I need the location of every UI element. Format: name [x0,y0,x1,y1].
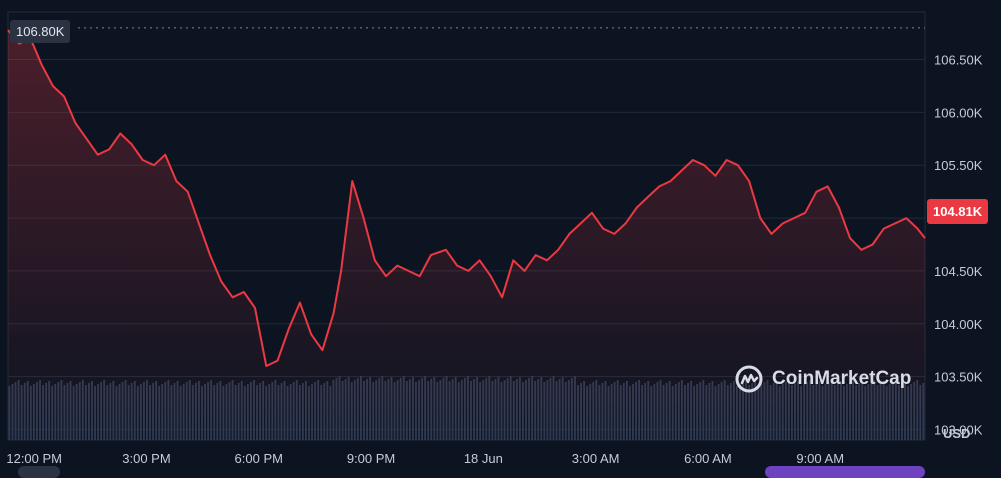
price-area-fill [8,30,925,440]
y-axis: 106.50K106.00K105.50K105.00K104.50K104.0… [934,53,983,438]
watermark-brand-text: CoinMarketCap [772,368,912,389]
y-tick-label: 103.00K [934,422,983,437]
y-tick-label: 103.50K [934,370,983,385]
x-tick-label: 3:00 AM [572,451,620,466]
price-line [7,29,926,367]
coinmarketcap-logo-icon [735,365,763,393]
bottom-left-control[interactable] [18,466,60,478]
bottom-right-control[interactable] [765,466,925,478]
x-tick-label: 3:00 PM [122,451,170,466]
x-tick-label: 18 Jun [464,451,503,466]
y-tick-label: 106.00K [934,105,983,120]
x-tick-label: 12:00 PM [6,451,62,466]
y-tick-label: 105.50K [934,158,983,173]
x-tick-label: 9:00 PM [347,451,395,466]
currency-label: USD [943,426,971,441]
y-tick-label: 106.50K [934,53,983,68]
x-tick-label: 6:00 PM [235,451,283,466]
high-price-label: 106.80K [10,20,71,43]
x-tick-label: 6:00 AM [684,451,732,466]
y-tick-label: 104.50K [934,264,983,279]
x-axis: 12:00 PM 3:00 PM 6:00 PM 9:00 PM 18 Jun 3:00 … [6,451,844,466]
y-tick-label: 104.00K [934,317,983,332]
coinmarketcap-watermark: CoinMarketCap [734,364,911,394]
x-tick-label: 9:00 AM [796,451,844,466]
last-price-label: 104.81K [927,199,989,224]
